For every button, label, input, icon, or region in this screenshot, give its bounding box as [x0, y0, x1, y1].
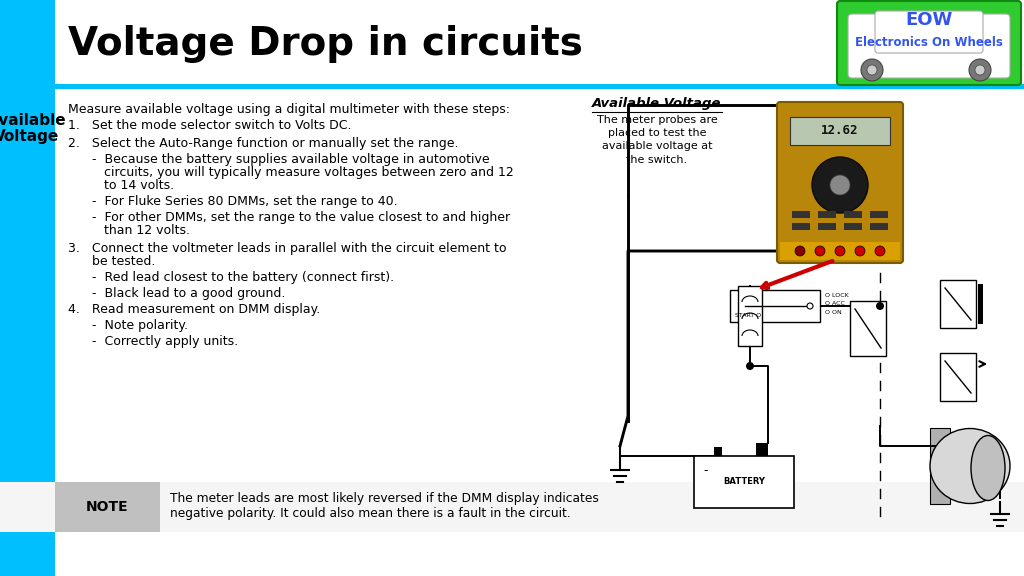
Bar — [792, 223, 810, 230]
Bar — [844, 223, 862, 230]
Circle shape — [830, 175, 850, 195]
Bar — [694, 456, 794, 508]
Text: Available: Available — [0, 113, 67, 128]
Circle shape — [795, 246, 805, 256]
Text: -  For Fluke Series 80 DMMs, set the range to 40.: - For Fluke Series 80 DMMs, set the rang… — [68, 195, 397, 208]
Text: to 14 volts.: to 14 volts. — [68, 179, 174, 192]
FancyBboxPatch shape — [777, 102, 903, 263]
Circle shape — [855, 246, 865, 256]
Circle shape — [815, 246, 825, 256]
Bar — [870, 223, 888, 230]
Circle shape — [969, 59, 991, 81]
Text: than 12 volts.: than 12 volts. — [68, 224, 190, 237]
Text: O ON: O ON — [825, 310, 842, 315]
Text: be tested.: be tested. — [68, 255, 156, 268]
Text: -: - — [703, 464, 709, 477]
Bar — [714, 447, 722, 456]
Text: -  Correctly apply units.: - Correctly apply units. — [68, 335, 239, 348]
Text: NOTE: NOTE — [86, 500, 128, 514]
Text: -  Black lead to a good ground.: - Black lead to a good ground. — [68, 287, 286, 300]
FancyBboxPatch shape — [848, 14, 1010, 78]
Ellipse shape — [930, 429, 1010, 503]
Text: -  Red lead closest to the battery (connect first).: - Red lead closest to the battery (conne… — [68, 271, 394, 284]
Circle shape — [874, 246, 885, 256]
Bar — [780, 242, 900, 260]
Circle shape — [876, 302, 884, 310]
Text: The meter probes are
placed to test the
available voltage at
the switch.: The meter probes are placed to test the … — [597, 115, 718, 165]
Text: negative polarity. It could also mean there is a fault in the circuit.: negative polarity. It could also mean th… — [170, 507, 570, 520]
Bar — [55, 482, 160, 532]
Ellipse shape — [971, 435, 1005, 501]
Text: Voltage: Voltage — [0, 129, 59, 144]
Text: EOW: EOW — [905, 11, 952, 29]
Bar — [940, 353, 976, 401]
Bar — [0, 0, 1024, 85]
Text: 3.   Connect the voltmeter leads in parallel with the circuit element to: 3. Connect the voltmeter leads in parall… — [68, 242, 507, 255]
Text: Electronics On Wheels: Electronics On Wheels — [855, 36, 1002, 48]
Bar — [818, 211, 836, 218]
Bar — [930, 428, 950, 504]
Circle shape — [807, 303, 813, 309]
Bar — [940, 280, 976, 328]
Text: The meter leads are most likely reversed if the DMM display indicates: The meter leads are most likely reversed… — [170, 492, 599, 505]
Circle shape — [867, 65, 877, 75]
Bar — [730, 290, 820, 322]
Circle shape — [975, 65, 985, 75]
Text: Measure available voltage using a digital multimeter with these steps:: Measure available voltage using a digita… — [68, 103, 510, 116]
Text: 1.   Set the mode selector switch to Volts DC.: 1. Set the mode selector switch to Volts… — [68, 119, 351, 132]
Bar — [818, 223, 836, 230]
Text: 4.   Read measurement on DMM display.: 4. Read measurement on DMM display. — [68, 303, 321, 316]
Text: 12.62: 12.62 — [821, 124, 859, 138]
Circle shape — [835, 246, 845, 256]
Bar — [790, 117, 890, 145]
Bar — [756, 443, 768, 456]
FancyBboxPatch shape — [874, 11, 983, 53]
Bar — [738, 286, 762, 346]
Text: 2.   Select the Auto-Range function or manually set the range.: 2. Select the Auto-Range function or man… — [68, 137, 459, 150]
Bar — [844, 211, 862, 218]
Text: -  Because the battery supplies available voltage in automotive: - Because the battery supplies available… — [68, 153, 489, 166]
Text: START O: START O — [735, 313, 761, 318]
Text: Available Voltage: Available Voltage — [592, 97, 722, 110]
Text: O ACC: O ACC — [825, 301, 845, 306]
Text: -  For other DMMs, set the range to the value closest to and higher: - For other DMMs, set the range to the v… — [68, 211, 510, 224]
Circle shape — [812, 157, 868, 213]
Circle shape — [746, 362, 754, 370]
Bar — [0, 84, 1024, 89]
Bar — [978, 284, 983, 324]
Text: BATTERY: BATTERY — [723, 478, 765, 487]
Text: circuits, you will typically measure voltages between zero and 12: circuits, you will typically measure vol… — [68, 166, 514, 179]
Bar — [850, 301, 886, 356]
FancyBboxPatch shape — [837, 1, 1021, 85]
Circle shape — [861, 59, 883, 81]
Text: O LOCK: O LOCK — [825, 293, 849, 298]
Bar — [0, 482, 1024, 532]
Text: Voltage Drop in circuits: Voltage Drop in circuits — [68, 25, 583, 63]
Bar — [792, 211, 810, 218]
Bar — [55, 89, 1024, 576]
Bar — [870, 211, 888, 218]
Text: -  Note polarity.: - Note polarity. — [68, 319, 188, 332]
Bar — [0, 0, 55, 576]
